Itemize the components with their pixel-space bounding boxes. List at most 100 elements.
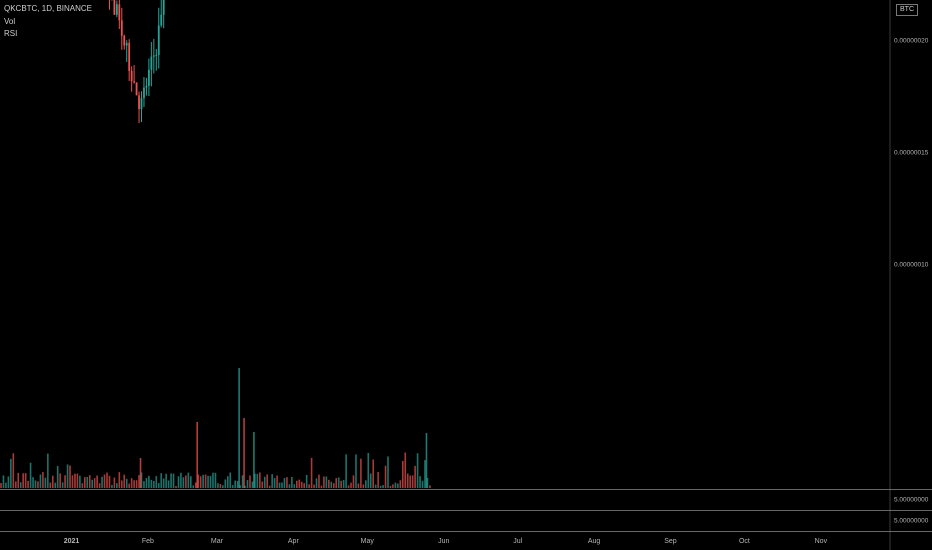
volume-bar xyxy=(140,472,143,488)
volume-bar xyxy=(209,475,212,488)
volume-bar xyxy=(394,482,397,488)
candle-body xyxy=(145,85,148,88)
candle-body xyxy=(133,81,136,83)
volume-bar xyxy=(330,481,333,488)
price-axis[interactable]: 0.000000100.000000150.000000200.00000025… xyxy=(889,0,929,550)
time-tick-label: Feb xyxy=(142,538,154,545)
volume-bar xyxy=(138,475,140,488)
currency-badge[interactable]: BTC xyxy=(896,4,918,16)
volume-bar xyxy=(397,483,399,488)
volume-bar xyxy=(271,474,273,488)
volume-bar xyxy=(182,477,185,488)
time-tick-label: Aug xyxy=(588,538,601,545)
volume-bar xyxy=(323,476,325,488)
volume-bar xyxy=(190,476,192,488)
volume-bar xyxy=(286,477,288,488)
rsi-indicator-label[interactable]: RSI xyxy=(4,29,18,38)
volume-bar xyxy=(49,482,52,488)
volume-bar xyxy=(263,476,266,488)
rsi-pane-label: 5.00000000 xyxy=(894,518,929,525)
volume-bar xyxy=(426,477,429,488)
candle-body xyxy=(120,20,123,36)
lower-panes: 5.00000000 5.00000000 xyxy=(0,489,932,532)
volume-bar xyxy=(379,485,382,488)
symbol-info: QKCBTC, 1D, BINANCE xyxy=(4,4,93,13)
volume-bar xyxy=(298,479,301,488)
volume-bar xyxy=(300,481,303,488)
time-tick-label: May xyxy=(361,538,375,545)
time-tick-label: Jul xyxy=(513,538,522,545)
volume-bar xyxy=(392,484,394,488)
volume-bar xyxy=(29,462,32,488)
volume-bar xyxy=(44,477,47,488)
volume-bar xyxy=(244,485,246,488)
volume-bar xyxy=(123,474,126,488)
volume-bar xyxy=(266,474,269,488)
candle-body xyxy=(148,69,150,86)
volume-bar xyxy=(350,482,352,488)
candlesticks xyxy=(108,0,165,124)
volume-bar xyxy=(276,475,278,488)
volume-bar xyxy=(93,478,96,488)
volume-bar xyxy=(125,478,128,488)
volume-bar xyxy=(261,481,264,488)
time-tick-label: Apr xyxy=(288,538,300,545)
volume-bar xyxy=(231,485,234,488)
volume-bar xyxy=(10,458,12,488)
volume-bar xyxy=(253,432,255,488)
volume-bar xyxy=(409,475,411,488)
volume-bar xyxy=(128,483,130,488)
volume-bar xyxy=(194,482,197,488)
volume-bar xyxy=(414,465,416,488)
volume-bar xyxy=(197,474,199,488)
candle-body xyxy=(150,56,153,70)
volume-bar xyxy=(88,475,91,488)
volume-bar xyxy=(219,484,222,488)
volume-bar xyxy=(217,483,219,488)
candle-body xyxy=(125,42,128,46)
volume-bar xyxy=(249,475,251,488)
volume-bar xyxy=(165,473,167,488)
volume-bar xyxy=(224,479,227,488)
volume-bar xyxy=(56,465,59,488)
volume-bar xyxy=(425,433,428,488)
volume-bar xyxy=(369,473,372,488)
volume-bar xyxy=(347,485,350,488)
volume-bar xyxy=(320,485,323,488)
volume-bar xyxy=(66,464,69,488)
volume-bar xyxy=(47,453,49,488)
volume-bar xyxy=(106,472,108,488)
volume-bar xyxy=(37,481,39,488)
candle-body xyxy=(152,55,155,57)
volume-bar xyxy=(424,460,426,488)
candle-body xyxy=(130,70,133,82)
volume-bar xyxy=(401,460,404,488)
price-tick-label: 0.00000015 xyxy=(894,149,929,156)
volume-bar xyxy=(238,368,240,488)
volume-bar xyxy=(243,418,245,488)
volume-bar xyxy=(113,477,116,488)
volume-bar xyxy=(51,475,54,488)
candle-body xyxy=(115,4,118,15)
candle-body xyxy=(162,0,165,15)
volume-indicator-label[interactable]: Vol xyxy=(4,17,16,26)
volume-bar xyxy=(328,479,330,488)
volume-bar xyxy=(273,478,276,488)
volume-bar xyxy=(103,474,106,488)
volume-bar xyxy=(22,473,24,488)
volume-bar xyxy=(254,473,256,488)
volume-bar xyxy=(177,476,180,488)
volume-bar xyxy=(222,485,224,488)
volume-bar xyxy=(281,482,283,488)
volume-bar xyxy=(120,480,123,488)
volume-bar xyxy=(148,475,150,488)
time-axis[interactable]: 2021 Feb Mar Apr May Jun Jul Aug Sep Oct Nov xyxy=(64,538,828,545)
volume-bar xyxy=(283,478,286,488)
volume-bar xyxy=(34,480,37,488)
volume-bar xyxy=(74,473,76,488)
volume-bar xyxy=(61,482,64,488)
candle-body xyxy=(140,98,143,110)
volume-bar xyxy=(155,476,158,488)
volume-bar xyxy=(118,472,121,488)
